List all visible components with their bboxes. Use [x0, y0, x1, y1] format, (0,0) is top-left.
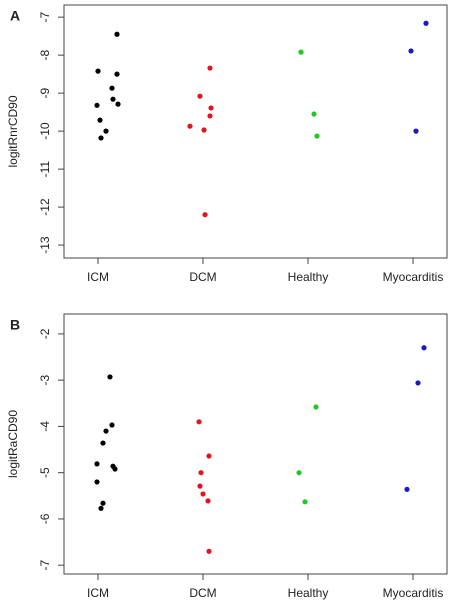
y-tick-label: -9	[38, 87, 52, 98]
data-point	[98, 505, 104, 511]
data-point	[200, 491, 206, 497]
y-tick-label: -8	[38, 49, 52, 60]
data-point	[207, 113, 213, 119]
data-point	[94, 479, 100, 485]
plot-frame	[63, 4, 448, 259]
data-point	[98, 135, 104, 141]
data-point	[208, 105, 214, 111]
data-point	[197, 93, 203, 99]
data-point	[107, 374, 113, 380]
data-point	[413, 128, 419, 134]
data-point	[114, 31, 120, 37]
x-tick-label: DCM	[189, 586, 216, 600]
x-tick-label: ICM	[87, 586, 109, 600]
y-tick-label: -10	[38, 122, 52, 140]
y-tick-label: -2	[38, 328, 52, 339]
y-tick-label: -7	[38, 11, 52, 22]
data-point	[114, 71, 120, 77]
x-tick-label: Myocarditis	[383, 270, 444, 284]
data-point	[298, 49, 304, 55]
x-tick-label: DCM	[189, 270, 216, 284]
data-point	[201, 127, 207, 133]
data-point	[103, 428, 109, 434]
y-tick-label: -12	[38, 198, 52, 216]
data-point	[197, 483, 203, 489]
data-point	[112, 466, 118, 472]
data-point	[94, 461, 100, 467]
data-point	[196, 419, 202, 425]
panel-label: A	[10, 8, 20, 24]
data-point	[206, 453, 212, 459]
y-tick-label: -6	[38, 513, 52, 524]
data-point	[206, 548, 212, 554]
x-tick-label: ICM	[87, 270, 109, 284]
data-point	[408, 48, 414, 54]
y-tick-label: -4	[38, 421, 52, 432]
plot-frame	[63, 313, 448, 575]
data-point	[103, 128, 109, 134]
data-point	[311, 111, 317, 117]
y-axis-label: logitRaCD90	[6, 410, 20, 478]
data-point	[115, 101, 121, 107]
y-tick-label: -3	[38, 374, 52, 385]
data-point	[313, 404, 319, 410]
data-point	[423, 20, 429, 26]
data-point	[202, 212, 208, 218]
data-point	[207, 65, 213, 71]
data-point	[187, 123, 193, 129]
data-point	[94, 102, 100, 108]
y-tick-label: -11	[38, 161, 52, 178]
data-point	[302, 499, 308, 505]
y-tick-label: -7	[38, 560, 52, 571]
panel-label: B	[10, 317, 20, 333]
data-point	[296, 470, 302, 476]
data-point	[205, 498, 211, 504]
y-tick-label: -5	[38, 467, 52, 478]
data-point	[100, 440, 106, 446]
data-point	[198, 470, 204, 476]
y-axis-label: logitRnrCD90	[6, 95, 20, 167]
data-point	[415, 380, 421, 386]
data-point	[421, 345, 427, 351]
y-tick-label: -13	[38, 236, 52, 254]
data-point	[110, 96, 116, 102]
data-point	[404, 486, 410, 492]
x-tick-label: Healthy	[288, 270, 329, 284]
data-point	[109, 422, 115, 428]
data-point	[97, 117, 103, 123]
data-point	[100, 500, 106, 506]
x-tick-label: Healthy	[288, 586, 329, 600]
data-point	[314, 133, 320, 139]
x-tick-label: Myocarditis	[383, 586, 444, 600]
data-point	[109, 85, 115, 91]
data-point	[95, 68, 101, 74]
